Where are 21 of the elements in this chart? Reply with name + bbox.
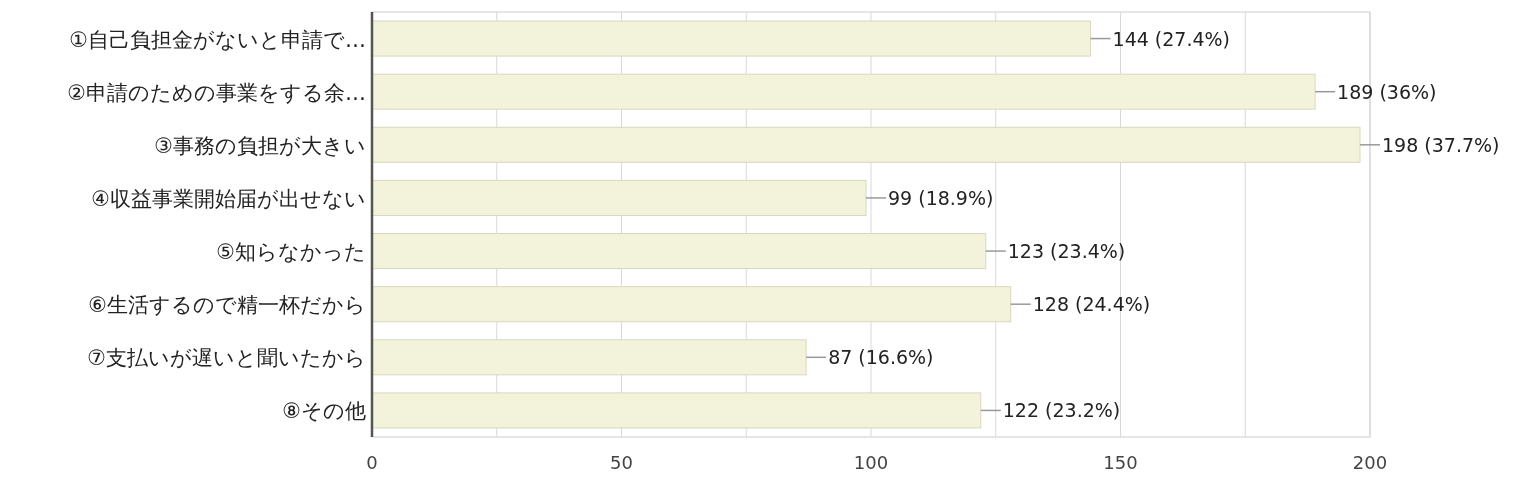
y-tick-label: ②申請のための事業をする余… — [67, 80, 366, 105]
x-tick-label: 0 — [366, 452, 378, 473]
y-tick-label: ①自己負担金がないと申請で… — [69, 27, 366, 52]
x-tick-label: 50 — [610, 452, 633, 473]
y-tick-label: ③事務の負担が大きい — [154, 133, 366, 158]
data-label: 198 (37.7%) — [1382, 133, 1500, 156]
x-tick-label: 200 — [1352, 452, 1388, 473]
y-tick-label: ④収益事業開始届が出せない — [91, 186, 366, 211]
data-label: 144 (27.4%) — [1112, 27, 1231, 50]
y-tick-label: ⑧その他 — [282, 399, 366, 424]
data-label: 87 (16.6%) — [828, 346, 934, 369]
y-tick-label: ⑤知らなかった — [216, 240, 366, 265]
y-tick-label: ⑥生活するので精一杯だから — [88, 293, 366, 318]
data-label: 122 (23.2%) — [1002, 399, 1121, 422]
x-tick-label: 100 — [853, 452, 889, 473]
data-label: 128 (24.4%) — [1032, 293, 1151, 316]
data-label: 123 (23.4%) — [1007, 240, 1126, 263]
data-label: 99 (18.9%) — [888, 186, 994, 209]
y-tick-label: ⑦支払いが遅いと聞いたから — [87, 346, 366, 371]
data-label: 189 (36%) — [1337, 80, 1437, 103]
x-tick-label: 150 — [1103, 452, 1138, 473]
